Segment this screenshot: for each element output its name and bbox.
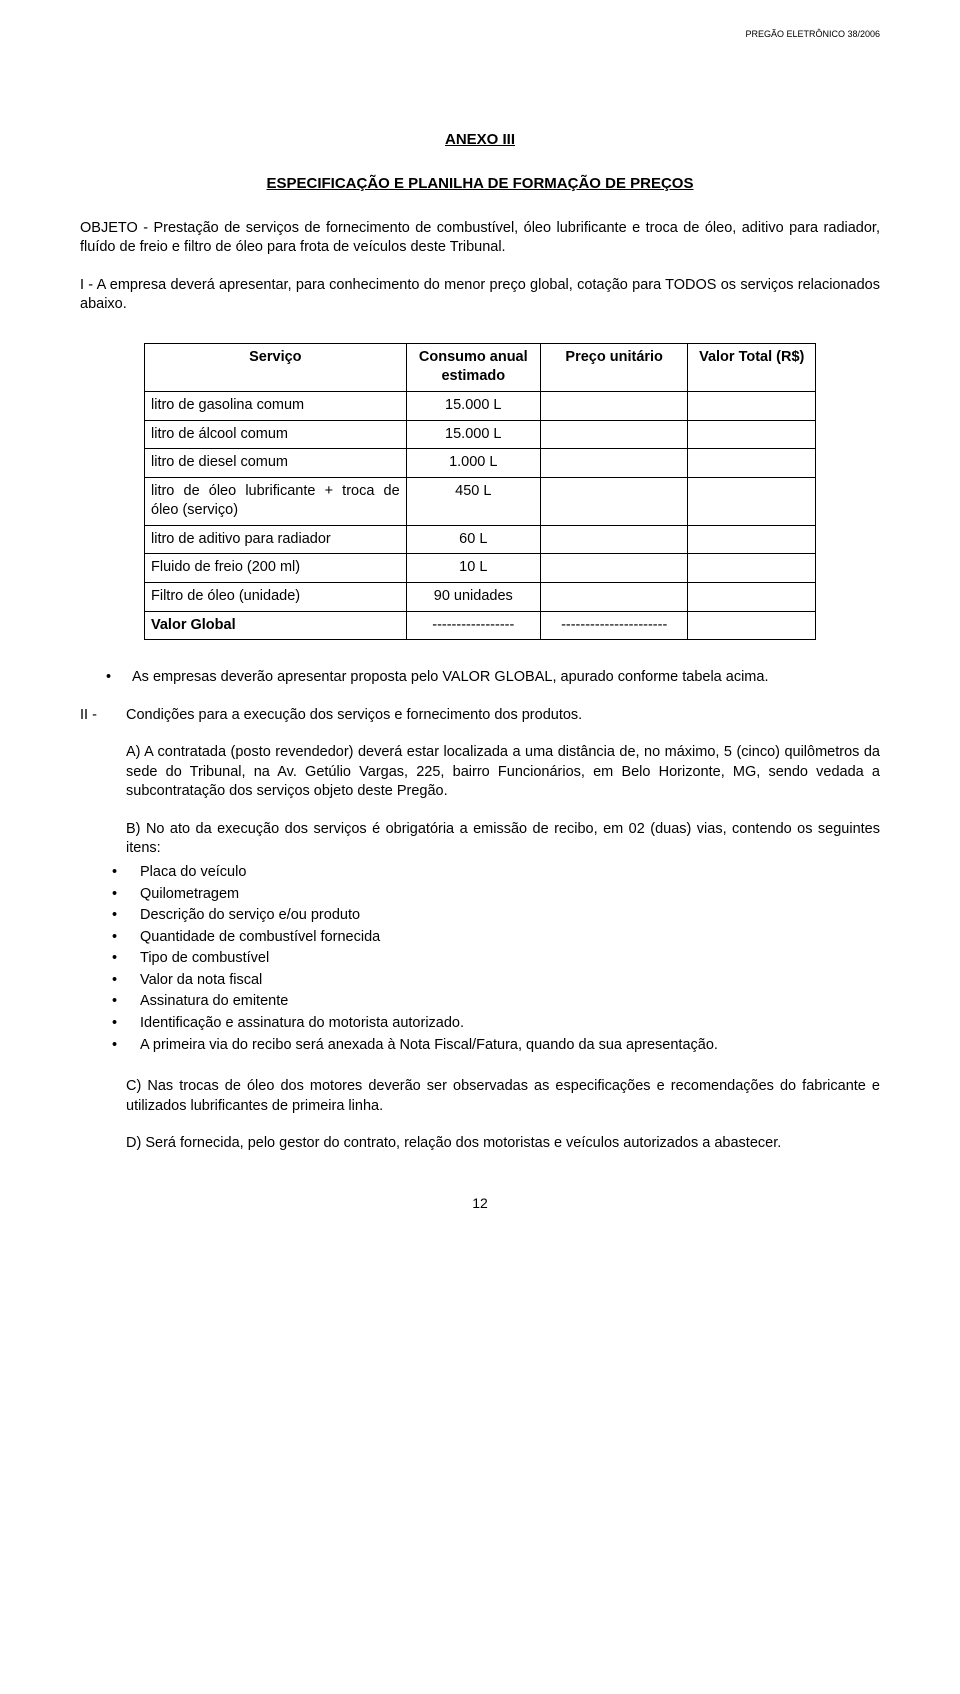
paragraph-d: D) Será fornecida, pelo gestor do contra… <box>126 1134 880 1154</box>
cell-total <box>688 477 816 525</box>
table-row: Filtro de óleo (unidade) 90 unidades <box>145 582 816 611</box>
th-servico: Serviço <box>145 343 407 391</box>
cell-preco <box>540 449 688 478</box>
cell-consumo: 60 L <box>406 525 540 554</box>
bullet-icon: • <box>80 928 140 948</box>
global-bullet: • As empresas deverão apresentar propost… <box>80 668 880 688</box>
cell-servico: litro de diesel comum <box>145 449 407 478</box>
cell-servico: litro de gasolina comum <box>145 392 407 421</box>
th-total: Valor Total (R$) <box>688 343 816 391</box>
bullet-icon: • <box>80 1036 140 1056</box>
cell-consumo: 450 L <box>406 477 540 525</box>
cell-total <box>688 525 816 554</box>
cell-servico: Filtro de óleo (unidade) <box>145 582 407 611</box>
cell-total <box>688 611 816 640</box>
cell-servico: litro de álcool comum <box>145 420 407 449</box>
bullet-icon: • <box>80 863 140 883</box>
objeto-paragraph: OBJETO - Prestação de serviços de fornec… <box>80 219 880 258</box>
cell-total <box>688 582 816 611</box>
paragraph-b-lead: B) No ato da execução dos serviços é obr… <box>126 820 880 859</box>
table-row: Valor Global ----------------- ---------… <box>145 611 816 640</box>
cell-preco <box>540 392 688 421</box>
list-item: • Quilometragem <box>80 885 880 905</box>
list-item: • A primeira via do recibo será anexada … <box>80 1036 880 1056</box>
page-number: 12 <box>80 1194 880 1213</box>
cell-total <box>688 449 816 478</box>
cell-preco <box>540 477 688 525</box>
table-row: litro de óleo lubrificante + troca de ól… <box>145 477 816 525</box>
list-item: • Descrição do serviço e/ou produto <box>80 906 880 926</box>
cell-consumo: 15.000 L <box>406 392 540 421</box>
list-item-text: Identificação e assinatura do motorista … <box>140 1014 880 1034</box>
cell-consumo: ----------------- <box>406 611 540 640</box>
bullet-icon: • <box>80 668 132 688</box>
cell-servico: litro de aditivo para radiador <box>145 525 407 554</box>
list-item: • Tipo de combustível <box>80 949 880 969</box>
bullet-icon: • <box>80 1014 140 1034</box>
cell-total <box>688 392 816 421</box>
list-item: • Identificação e assinatura do motorist… <box>80 1014 880 1034</box>
list-item-text: Placa do veículo <box>140 863 880 883</box>
list-item: • Placa do veículo <box>80 863 880 883</box>
cell-servico: litro de óleo lubrificante + troca de ól… <box>145 477 407 525</box>
list-item-text: Valor da nota fiscal <box>140 971 880 991</box>
paragraph-a: A) A contratada (posto revendedor) dever… <box>126 743 880 802</box>
title: ANEXO III <box>80 130 880 150</box>
cell-servico: Fluido de freio (200 ml) <box>145 554 407 583</box>
th-preco: Preço unitário <box>540 343 688 391</box>
bullet-icon: • <box>80 885 140 905</box>
list-item-text: Quilometragem <box>140 885 880 905</box>
list-item-text: Descrição do serviço e/ou produto <box>140 906 880 926</box>
section-ii: II - Condições para a execução dos servi… <box>80 706 880 726</box>
bullet-icon: • <box>80 971 140 991</box>
table-header-row: Serviço Consumo anual estimado Preço uni… <box>145 343 816 391</box>
list-item-text: Quantidade de combustível fornecida <box>140 928 880 948</box>
cell-total <box>688 420 816 449</box>
cell-consumo: 1.000 L <box>406 449 540 478</box>
cell-preco <box>540 582 688 611</box>
list-item-text: Assinatura do emitente <box>140 992 880 1012</box>
list-item-text: Tipo de combustível <box>140 949 880 969</box>
cell-preco: ---------------------- <box>540 611 688 640</box>
list-item: • Assinatura do emitente <box>80 992 880 1012</box>
page-container: PREGÃO ELETRÔNICO 38/2006 ANEXO III ESPE… <box>0 0 960 1253</box>
cell-preco <box>540 525 688 554</box>
cell-consumo: 10 L <box>406 554 540 583</box>
th-consumo: Consumo anual estimado <box>406 343 540 391</box>
list-item: • Quantidade de combustível fornecida <box>80 928 880 948</box>
bullet-icon: • <box>80 992 140 1012</box>
page-header: PREGÃO ELETRÔNICO 38/2006 <box>80 28 880 40</box>
list-item: • Valor da nota fiscal <box>80 971 880 991</box>
subtitle: ESPECIFICAÇÃO E PLANILHA DE FORMAÇÃO DE … <box>80 174 880 194</box>
list-item-text: A primeira via do recibo será anexada à … <box>140 1036 880 1056</box>
cell-preco <box>540 554 688 583</box>
paragraph-c: C) Nas trocas de óleo dos motores deverã… <box>126 1077 880 1116</box>
cell-preco <box>540 420 688 449</box>
table-row: Fluido de freio (200 ml) 10 L <box>145 554 816 583</box>
table-row: litro de aditivo para radiador 60 L <box>145 525 816 554</box>
cell-total <box>688 554 816 583</box>
bullet-text: As empresas deverão apresentar proposta … <box>132 668 880 688</box>
table-row: litro de álcool comum 15.000 L <box>145 420 816 449</box>
table-body: litro de gasolina comum 15.000 L litro d… <box>145 392 816 640</box>
ii-label: II - <box>80 706 126 726</box>
bullet-icon: • <box>80 949 140 969</box>
ii-text: Condições para a execução dos serviços e… <box>126 706 880 726</box>
cell-servico: Valor Global <box>145 611 407 640</box>
table-row: litro de gasolina comum 15.000 L <box>145 392 816 421</box>
cell-consumo: 90 unidades <box>406 582 540 611</box>
bullet-icon: • <box>80 906 140 926</box>
pricing-table: Serviço Consumo anual estimado Preço uni… <box>144 343 816 640</box>
b-item-list: • Placa do veículo • Quilometragem • Des… <box>80 863 880 1055</box>
intro-i-paragraph: I - A empresa deverá apresentar, para co… <box>80 276 880 315</box>
table-row: litro de diesel comum 1.000 L <box>145 449 816 478</box>
cell-consumo: 15.000 L <box>406 420 540 449</box>
